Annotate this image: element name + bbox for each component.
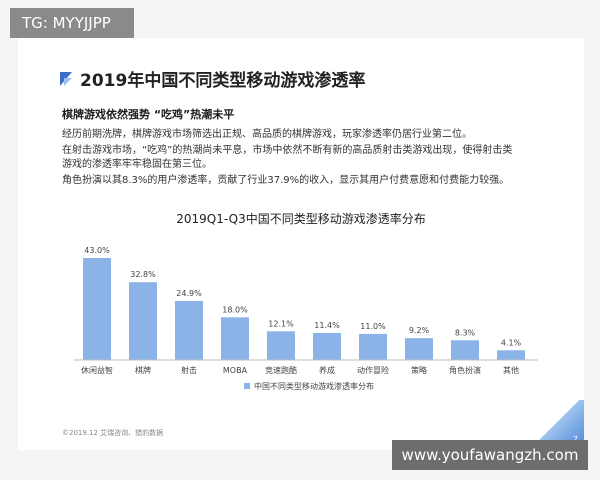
bar-1 (129, 282, 157, 360)
category-label: 休闲益智 (81, 365, 113, 375)
bar-0 (83, 258, 111, 360)
bar-value-label: 24.9% (176, 289, 202, 298)
paragraph-line: 经历前期洗牌，棋牌游戏市场筛选出正规、高品质的棋牌游戏，玩家渗透率仍居行业第二位… (62, 129, 472, 140)
bar-value-label: 11.0% (360, 322, 386, 331)
bar-value-label: 4.1% (501, 338, 522, 347)
report-logo-icon (60, 72, 72, 86)
bar-value-label: 18.0% (222, 305, 248, 314)
category-label: 动作冒险 (357, 365, 389, 375)
category-label: 竞速跑酷 (265, 365, 297, 375)
category-label: 射击 (181, 365, 197, 375)
bar-chart: 43.0% 休闲益智 32.8% 棋牌 24.9% 射击 18.0% MOBA 12.1% 竞速跑… (74, 246, 538, 391)
bar-value-label: 8.3% (455, 328, 476, 337)
bar-9 (497, 350, 525, 360)
paragraph-line: 在射击游戏市场，“吃鸡”的热潮尚未平息，市场中依然不断有新的高品质射击类游戏出现… (62, 145, 513, 156)
bar-value-label: 43.0% (84, 246, 110, 255)
source-tag: TG: MYYJJPP (10, 8, 134, 38)
paragraph-line: 游戏的渗透率牢牢稳固在第三位。 (62, 159, 212, 170)
report-page: 2019年中国不同类型移动游戏渗透率 棋牌游戏依然强势 “吃鸡”热潮未平 经历前… (18, 38, 584, 450)
bar-value-label: 32.8% (130, 270, 156, 279)
page-title: 2019年中国不同类型移动游戏渗透率 (80, 71, 366, 91)
bar-4 (267, 331, 295, 360)
bar-3 (221, 317, 249, 360)
category-label: 养成 (319, 365, 335, 375)
paragraph-line: 角色扮演以其8.3%的用户渗透率，贡献了行业37.9%的收入，显示其用户付费意愿… (62, 175, 510, 186)
bar-7 (405, 338, 433, 360)
website-watermark: www.youfawangzh.com (392, 440, 588, 470)
footer-source: ©2019.12 艾瑞咨询、猎豹数据 (62, 429, 164, 437)
section-subhead: 棋牌游戏依然强势 “吃鸡”热潮未平 (62, 108, 235, 121)
chart-title: 2019Q1-Q3中国不同类型移动游戏渗透率分布 (176, 212, 426, 226)
bar-value-label: 11.4% (314, 321, 340, 330)
bar-value-label: 12.1% (268, 319, 294, 328)
legend-swatch (244, 383, 250, 389)
bar-value-label: 9.2% (409, 326, 430, 335)
bar-5 (313, 332, 341, 360)
category-label: 其他 (503, 365, 519, 375)
category-label: MOBA (223, 366, 248, 375)
category-label: 策略 (411, 365, 427, 375)
category-label: 角色扮演 (449, 365, 481, 375)
bar-8 (451, 340, 479, 360)
bar-6 (359, 333, 387, 360)
page-number: 7 (573, 435, 578, 444)
legend-label: 中国不同类型移动游戏渗透率分布 (254, 381, 374, 391)
bar-2 (175, 300, 203, 360)
category-label: 棋牌 (135, 365, 151, 375)
